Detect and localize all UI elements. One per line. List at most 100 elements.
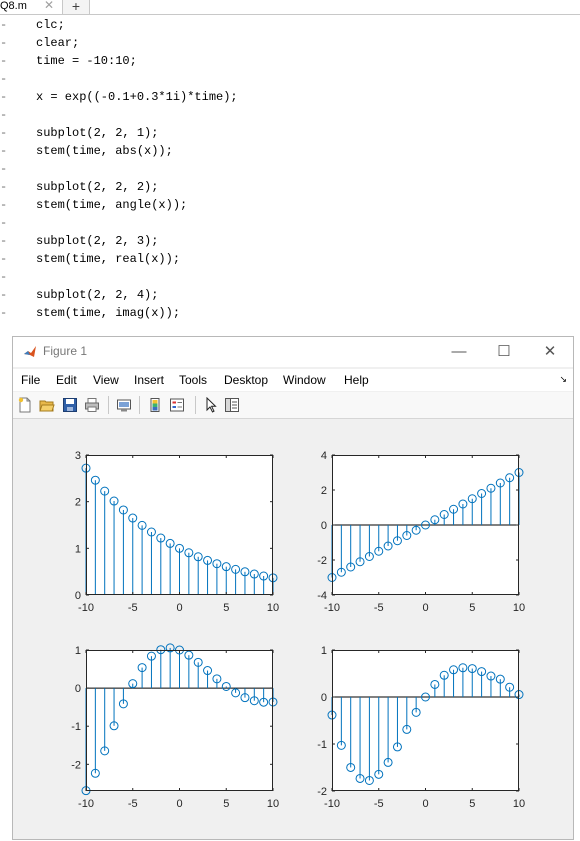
property-editor-icon[interactable]	[224, 397, 240, 413]
stem-marker	[109, 496, 119, 506]
breakpoint-marker[interactable]: -	[0, 72, 8, 86]
code-text: subplot(2, 2, 2);	[36, 180, 159, 194]
minimize-button[interactable]: —	[451, 343, 467, 360]
menu-view[interactable]: View	[93, 373, 119, 387]
breakpoint-marker[interactable]: -	[0, 18, 8, 32]
stem-marker	[383, 541, 393, 551]
matlab-logo-icon	[24, 346, 36, 357]
stem-marker	[146, 527, 156, 537]
x-tick-label: 5	[223, 798, 229, 810]
stem-marker	[137, 520, 147, 530]
x-tick-label: 0	[422, 798, 428, 810]
insert-colorbar-icon[interactable]	[147, 397, 163, 413]
link-plot-icon[interactable]	[116, 397, 132, 413]
stem-marker	[486, 671, 496, 681]
y-tick-label: 1	[321, 645, 327, 657]
breakpoint-marker[interactable]: -	[0, 162, 8, 176]
menu-help[interactable]: Help	[344, 373, 369, 387]
stem-marker	[137, 663, 147, 673]
breakpoint-marker[interactable]: -	[0, 126, 8, 140]
breakpoint-marker[interactable]: -	[0, 180, 8, 194]
stem-marker	[336, 567, 346, 577]
code-text: clear;	[36, 36, 80, 50]
stem-marker	[165, 643, 175, 653]
subplot-1-axes[interactable]: -10 -5 0 5 10 0 1 2 3	[75, 450, 279, 614]
x-tick-label: -5	[374, 798, 384, 810]
stem-marker	[449, 665, 459, 675]
breakpoint-marker[interactable]: -	[0, 288, 8, 302]
insert-legend-icon[interactable]	[169, 397, 185, 413]
stem-marker	[467, 664, 477, 674]
subplot-2-plot: -10 -5 0 5 10 -4 -2 0 2 4	[317, 450, 525, 614]
subplot-4-axes[interactable]: -10 -5 0 5 10 -2 -1 0 1	[317, 645, 525, 810]
stem-marker	[392, 536, 402, 546]
stem-marker	[346, 562, 356, 572]
new-tab-button[interactable]: +	[63, 0, 90, 14]
editor-tab-q8[interactable]: Q8.m ✕	[0, 0, 63, 14]
code-editor[interactable]: - clc; - clear; - time = -10:10; - - x = exp((-0…	[0, 15, 580, 345]
print-icon[interactable]	[84, 397, 100, 413]
stem-marker	[109, 721, 119, 731]
breakpoint-marker[interactable]: -	[0, 90, 8, 104]
subplot-1-plot: -10 -5 0 5 10 0 1 2 3	[75, 450, 279, 614]
y-tick-label: 0	[321, 692, 327, 704]
breakpoint-marker[interactable]: -	[0, 306, 8, 320]
toolbar-separator	[195, 396, 196, 414]
subplot-2-axes[interactable]: -10 -5 0 5 10 -4 -2 0 2 4	[317, 450, 525, 614]
menu-window[interactable]: Window	[283, 373, 326, 387]
stem-marker	[193, 657, 203, 667]
stem-marker	[118, 699, 128, 709]
stem-marker	[402, 531, 412, 540]
close-button[interactable]: ✕	[543, 343, 557, 360]
stem-marker	[439, 510, 449, 519]
new-figure-icon[interactable]	[17, 397, 33, 413]
code-text: clc;	[36, 18, 65, 32]
stem-marker	[467, 494, 477, 504]
breakpoint-marker[interactable]: -	[0, 36, 8, 50]
menu-tools[interactable]: Tools	[179, 373, 208, 387]
stem-marker	[495, 478, 505, 488]
subplot-3-axes[interactable]: -10 -5 0 5 10 -2 -1 0 1	[71, 643, 279, 810]
stem-marker	[458, 499, 468, 509]
pointer-icon[interactable]	[203, 397, 219, 413]
menu-edit[interactable]: Edit	[56, 373, 77, 387]
stem-marker	[249, 696, 259, 706]
breakpoint-marker[interactable]: -	[0, 234, 8, 248]
stem-marker	[128, 679, 138, 689]
save-icon[interactable]	[62, 397, 78, 413]
stem-marker	[231, 564, 241, 574]
menu-file[interactable]: File	[21, 373, 41, 387]
stem-marker	[336, 740, 346, 750]
breakpoint-marker[interactable]: -	[0, 54, 8, 68]
breakpoint-marker[interactable]: -	[0, 252, 8, 266]
stem-marker	[100, 746, 110, 756]
code-text: x = exp((-0.1+0.3*1i)*time);	[36, 90, 238, 104]
open-file-icon[interactable]	[39, 397, 55, 413]
stem-marker	[184, 650, 194, 660]
menu-desktop[interactable]: Desktop	[224, 373, 269, 387]
stem-marker	[203, 666, 213, 676]
stem-marker	[212, 674, 222, 684]
maximize-button[interactable]: ☐	[497, 343, 511, 360]
breakpoint-marker[interactable]: -	[0, 108, 8, 122]
code-text: stem(time, abs(x));	[36, 144, 173, 158]
breakpoint-marker[interactable]: -	[0, 144, 8, 158]
breakpoint-marker[interactable]: -	[0, 270, 8, 284]
menu-insert[interactable]: Insert	[134, 373, 165, 387]
figure-menu-bar: File Edit View Insert Tools Desktop Wind…	[13, 369, 573, 391]
x-tick-label: -5	[128, 798, 138, 810]
close-tab-icon[interactable]: ✕	[44, 0, 55, 12]
figure-title-bar: Figure 1 — ☐ ✕	[13, 337, 573, 367]
dock-arrow-icon[interactable]: ↘	[559, 374, 567, 384]
stem-marker	[374, 769, 384, 779]
subplot-3-plot: -10 -5 0 5 10-2-101	[71, 643, 279, 810]
subplot-4-plot: -10 -5 0 5 10-2-101	[317, 645, 525, 810]
stem-marker	[221, 681, 231, 691]
y-tick-label: -1	[317, 739, 327, 751]
x-tick-label: 0	[176, 602, 182, 614]
stem-marker	[449, 504, 459, 514]
breakpoint-marker[interactable]: -	[0, 198, 8, 212]
stem-marker	[128, 513, 138, 523]
breakpoint-marker[interactable]: -	[0, 216, 8, 230]
x-tick-label: 0	[422, 602, 428, 614]
